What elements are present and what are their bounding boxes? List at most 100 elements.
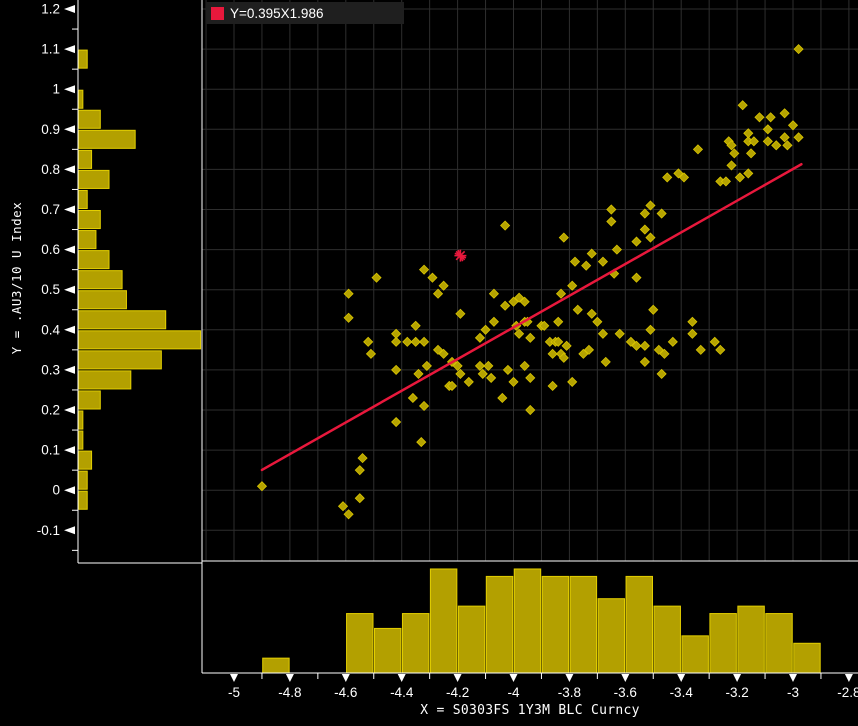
y-histogram-bar[interactable] [78,410,84,430]
x-histogram-bar[interactable] [597,598,626,674]
scatter-point[interactable] [432,288,444,299]
y-histogram-bar[interactable] [78,350,162,370]
y-histogram-bar[interactable] [78,310,167,330]
scatter-point[interactable] [614,328,625,339]
scatter-point[interactable] [410,336,421,347]
x-histogram-bar[interactable] [346,613,374,674]
scatter-point[interactable] [488,288,500,299]
scatter-point[interactable] [779,108,790,119]
scatter-point[interactable] [743,168,754,179]
scatter-point[interactable] [746,148,757,159]
scatter-point[interactable] [743,128,754,139]
scatter-point[interactable] [606,216,617,227]
scatter-point[interactable] [667,336,678,347]
y-histogram-bar[interactable] [78,210,101,230]
scatter-point[interactable] [519,296,530,307]
scatter-point[interactable] [391,328,402,339]
x-histogram-bar[interactable] [541,575,570,674]
scatter-point[interactable] [474,332,486,343]
scatter-point[interactable] [709,336,720,347]
scatter-point[interactable] [525,404,536,416]
scatter-point[interactable] [357,453,368,464]
scatter-point[interactable] [391,336,402,347]
scatter-point[interactable] [639,208,650,219]
y-histogram-bar[interactable] [78,390,101,410]
scatter-point[interactable] [432,344,444,355]
scatter-point[interactable] [365,348,377,359]
scatter-point[interactable] [407,392,418,404]
scatter-point[interactable] [421,360,432,371]
scatter-point[interactable] [631,236,642,247]
scatter-point[interactable] [363,336,374,347]
x-histogram-bar[interactable] [513,568,542,674]
scatter-point[interactable] [673,168,684,179]
x-histogram-bar[interactable] [625,575,653,674]
scatter-point[interactable] [765,112,776,123]
x-histogram-bar[interactable] [374,627,402,674]
x-histogram-bar[interactable] [457,605,486,674]
y-histogram-bar[interactable] [78,89,84,109]
y-histogram-bar[interactable] [78,109,101,129]
scatter-point[interactable] [558,352,569,363]
scatter-point[interactable] [653,344,664,355]
x-histogram-bar[interactable] [737,605,765,674]
scatter-point[interactable] [497,392,508,404]
scatter-point[interactable] [418,336,430,347]
scatter-point[interactable] [418,264,430,275]
scatter-point[interactable] [567,280,578,291]
y-histogram-bar[interactable] [78,149,93,169]
scatter-point[interactable] [514,328,525,339]
scatter-point[interactable] [427,272,438,283]
scatter-point[interactable] [720,176,731,187]
scatter-point[interactable] [561,340,572,351]
x-histogram-bar[interactable] [569,575,598,674]
scatter-point[interactable] [418,400,430,412]
scatter-point[interactable] [438,348,449,359]
scatter-point[interactable] [438,280,449,291]
scatter-point[interactable] [474,360,486,371]
scatter-point[interactable] [631,272,642,283]
scatter-point[interactable] [519,360,530,371]
scatter-point[interactable] [337,501,349,512]
scatter-point[interactable] [656,208,667,219]
scatter-point[interactable] [625,336,636,347]
scatter-point[interactable] [726,160,737,171]
scatter-point[interactable] [508,296,519,307]
last-point-marker[interactable] [454,252,467,259]
scatter-point[interactable] [480,324,491,335]
scatter-point[interactable] [391,364,402,375]
y-histogram-bar[interactable] [78,49,88,69]
scatter-point[interactable] [555,288,567,299]
scatter-point[interactable] [539,320,550,331]
scatter-point[interactable] [343,312,354,323]
scatter-point[interactable] [391,416,402,428]
scatter-point[interactable] [734,172,745,183]
scatter-point[interactable] [547,348,558,359]
y-histogram-bar[interactable] [78,189,88,209]
x-histogram-bar[interactable] [429,568,458,674]
legend[interactable]: Y=0.395X1.986 [206,2,404,24]
y-histogram-bar[interactable] [78,370,132,390]
scatter-point[interactable] [597,328,609,339]
scatter-point[interactable] [586,248,597,259]
scatter-point[interactable] [581,260,592,271]
scatter-point[interactable] [631,340,642,351]
scatter-point[interactable] [553,336,564,347]
scatter-point[interactable] [583,344,595,355]
scatter-point[interactable] [639,356,650,367]
scatter-point[interactable] [779,132,790,143]
x-histogram-bar[interactable] [262,657,290,674]
scatter-point[interactable] [486,372,497,383]
x-histogram-bar[interactable] [485,575,514,674]
scatter-point[interactable] [645,232,656,243]
scatter-point[interactable] [455,308,466,319]
x-histogram-bar[interactable] [709,613,737,674]
x-histogram-bar[interactable] [793,642,821,674]
y-histogram-bar[interactable] [78,290,127,310]
scatter-point[interactable] [452,360,463,371]
scatter-point[interactable] [578,348,589,359]
scatter-point[interactable] [597,256,609,267]
scatter-point[interactable] [402,336,413,347]
y-histogram-bar[interactable] [78,230,97,250]
scatter-point[interactable] [729,148,740,159]
